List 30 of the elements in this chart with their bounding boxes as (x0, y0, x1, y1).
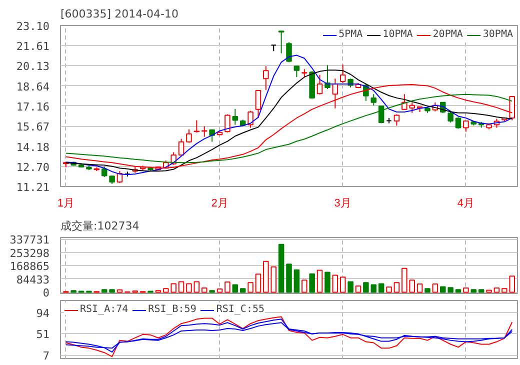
y-tick-label: 253298 (10, 246, 50, 260)
legend-label: RSI_A:74 (80, 304, 128, 315)
y-tick-label: 20.13 (16, 60, 50, 74)
y-tick-label: 15.67 (16, 120, 50, 134)
x-tick-label: 1月 (57, 198, 74, 210)
y-tick-label: 84433 (16, 273, 50, 286)
y-tick-label: 337731 (10, 234, 50, 247)
chart-title: [600335] 2014-04-10 (60, 8, 178, 20)
legend-label: 5PMA (338, 29, 363, 40)
y-tick-label: 94 (36, 306, 50, 320)
y-tick-label: 23.10 (16, 20, 50, 33)
y-tick-label: 17.16 (16, 100, 50, 114)
y-tick-label: 0 (42, 286, 50, 300)
legend-label: 20PMA (432, 29, 463, 40)
y-tick-label: 168865 (10, 260, 50, 274)
y-tick-label: 12.70 (16, 160, 50, 174)
y-tick-label: 21.61 (16, 40, 50, 54)
legend-label: 10PMA (382, 29, 413, 40)
y-tick-label: 14.18 (16, 140, 50, 154)
y-tick-label: 11.21 (16, 181, 50, 194)
x-tick-label: 3月 (334, 198, 352, 210)
legend-label: 30PMA (482, 29, 513, 40)
y-tick-label: 51 (36, 328, 50, 341)
x-tick-label: 4月 (457, 198, 475, 210)
legend-label: RSI_C:55 (216, 304, 265, 315)
x-tick-label: 2月 (211, 198, 228, 210)
chart-title: 成交量:102734 (60, 220, 140, 232)
y-tick-label: 18.64 (16, 80, 50, 94)
legend-label: RSI_B:59 (148, 304, 196, 315)
y-tick-label: 7 (42, 350, 50, 363)
